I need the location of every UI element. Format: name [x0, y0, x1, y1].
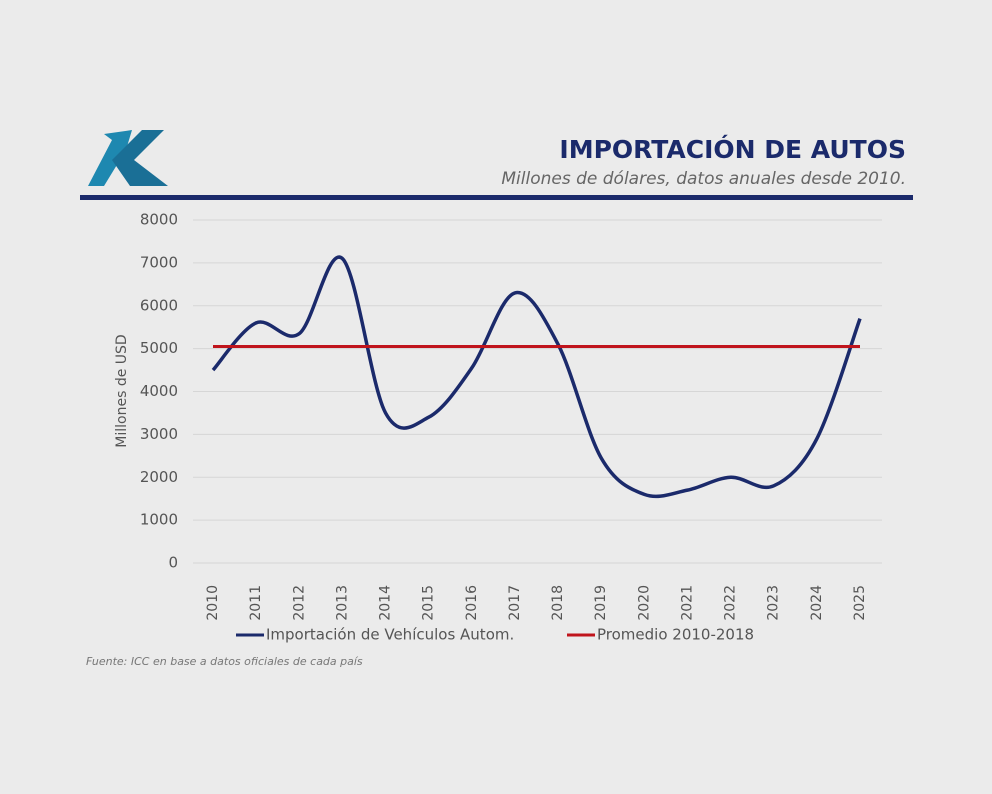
- x-tick-label: 2017: [507, 585, 523, 621]
- x-tick-label: 2023: [766, 585, 782, 621]
- y-tick-label: 1000: [140, 511, 178, 529]
- y-tick-label: 2000: [140, 468, 178, 486]
- x-tick-label: 2014: [378, 585, 394, 621]
- x-tick-label: 2011: [248, 585, 264, 621]
- logo: [88, 130, 168, 186]
- legend-label: Importación de Vehículos Autom.: [266, 626, 514, 644]
- x-tick-label: 2024: [809, 585, 825, 621]
- x-tick-label: 2022: [723, 585, 739, 621]
- y-tick-label: 8000: [140, 211, 178, 229]
- x-tick-label: 2016: [464, 585, 480, 621]
- x-tick-label: 2018: [550, 585, 566, 621]
- y-tick-label: 5000: [140, 339, 178, 357]
- y-tick-label: 4000: [140, 382, 178, 400]
- x-tick-label: 2019: [593, 585, 609, 621]
- line-series: [211, 255, 862, 499]
- y-tick-label: 3000: [140, 425, 178, 443]
- y-tick-label: 0: [168, 554, 178, 572]
- y-tick-label: 7000: [140, 253, 178, 271]
- x-tick-label: 2015: [421, 585, 437, 621]
- legend-label: Promedio 2010-2018: [597, 626, 754, 644]
- x-tick-label: 2021: [679, 585, 695, 621]
- chart-subtitle: Millones de dólares, datos anuales desde…: [501, 169, 906, 189]
- y-axis-label: Millones de USD: [114, 334, 130, 447]
- x-tick-label: 2010: [205, 585, 221, 621]
- x-tick-label: 2025: [852, 585, 868, 621]
- x-tick-label: 2020: [636, 585, 652, 621]
- x-tick-label: 2012: [291, 585, 307, 621]
- y-tick-label: 6000: [140, 296, 178, 314]
- chart-title: IMPORTACIÓN DE AUTOS: [559, 134, 906, 164]
- x-tick-label: 2013: [334, 585, 350, 621]
- header-rule: [80, 195, 913, 200]
- source-note: Fuente: ICC en base a datos oficiales de…: [86, 655, 363, 668]
